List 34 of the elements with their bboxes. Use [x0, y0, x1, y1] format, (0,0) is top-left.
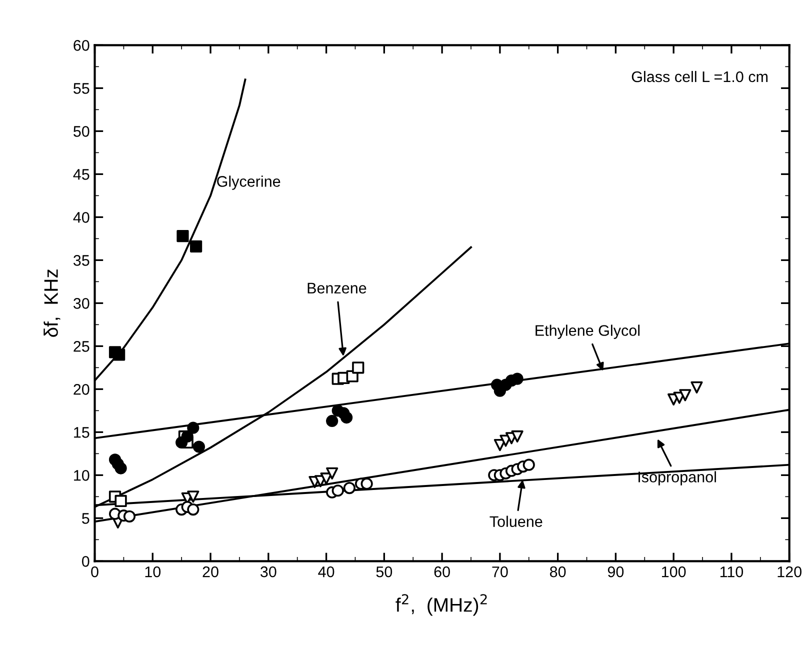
y-tick-label: 10 [74, 470, 90, 481]
x-tick-label: 60 [434, 566, 450, 578]
x-tick-label: 0 [91, 566, 98, 578]
y-tick-label: 55 [74, 83, 90, 94]
annotation: Ethylene Glycol [536, 324, 640, 339]
annotation: Glycerine [217, 176, 280, 190]
x-tick-label: 90 [608, 566, 624, 578]
x-tick-label: 120 [778, 566, 802, 578]
annotation: Benzene [308, 282, 366, 294]
y-tick-label: 0 [82, 556, 90, 567]
x-tick-label: 80 [550, 566, 566, 578]
x-tick-label: 70 [492, 566, 508, 578]
x-tick-label: 50 [376, 566, 392, 578]
y-tick-label: 5 [82, 513, 90, 524]
y-tick-label: 15 [74, 427, 90, 438]
annotation: Glass cell L =1.0 cm [632, 70, 768, 82]
y-tick-label: 35 [73, 255, 90, 266]
x-tick-label: 10 [145, 566, 161, 578]
annotation: Toluene [490, 516, 542, 527]
y-tick-label: 20 [74, 384, 90, 395]
y-tick-label: 45 [73, 169, 90, 180]
x-tick-label: 20 [202, 566, 218, 578]
x-tick-label: 100 [662, 566, 686, 578]
x-tick-label: 30 [260, 566, 276, 578]
y-tick-label: 40 [73, 212, 90, 223]
y-tick-label: 25 [74, 341, 90, 352]
x-tick-label: 40 [318, 566, 334, 578]
annotation: Isopropanol [638, 471, 716, 486]
x-tick-label: 110 [720, 566, 744, 578]
y-tick-label: 60 [74, 40, 90, 51]
y-tick-label: 30 [73, 298, 90, 309]
y-axis-title: δf, KHz [44, 270, 60, 337]
x-axis-title: f$^{2}$, (MHz)$^{2}$ [396, 594, 487, 616]
y-tick-label: 50 [74, 126, 90, 137]
